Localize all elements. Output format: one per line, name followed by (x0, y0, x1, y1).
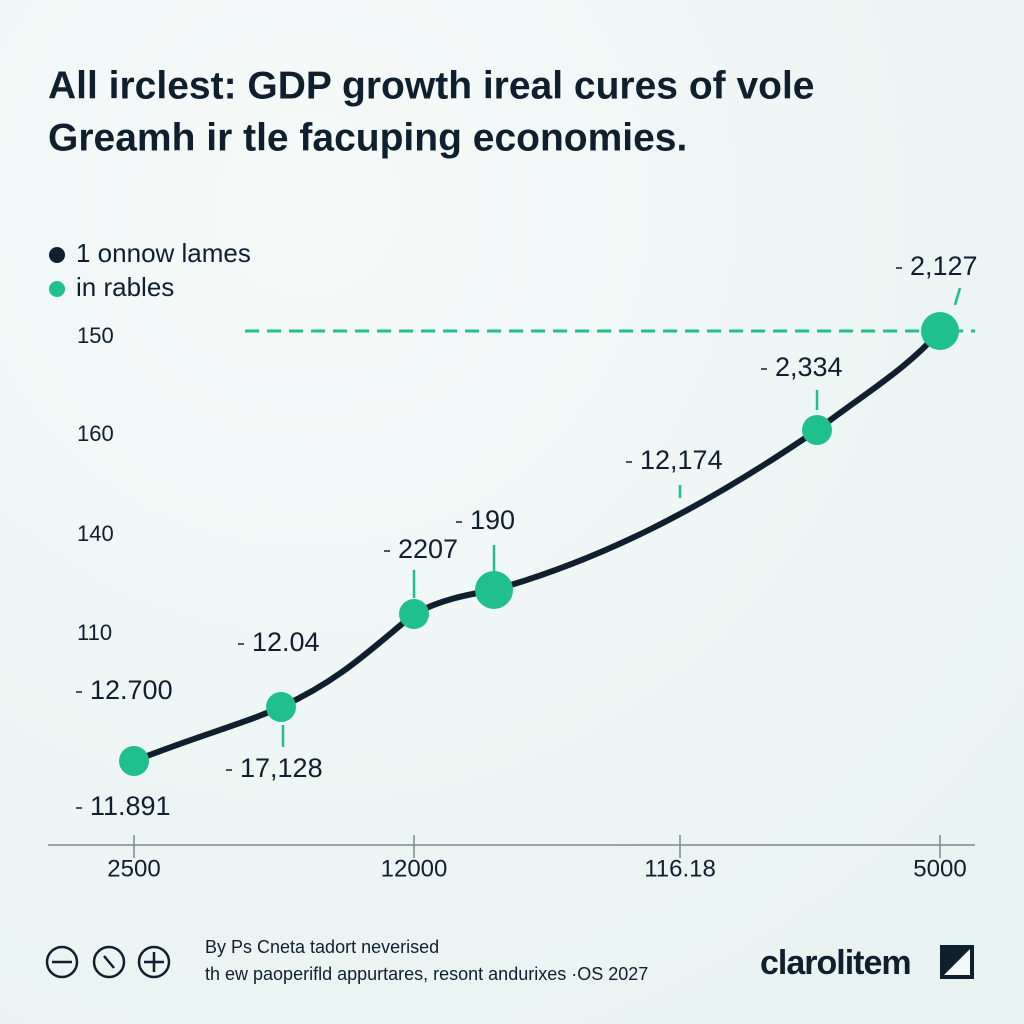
point-label: 12.04 (252, 627, 320, 657)
point-label: 12,174 (640, 445, 723, 475)
brand-mark (940, 945, 974, 979)
y-label: 150 (77, 323, 114, 348)
point-label: 2,127 (910, 251, 978, 281)
x-label: 5000 (913, 855, 966, 882)
title-line: All irclest: GDP growth ireal cures of v… (48, 64, 815, 107)
point-label: 12.700 (90, 675, 173, 705)
x-label: 116.18 (644, 855, 716, 882)
point-label: 190 (470, 505, 515, 535)
y-label: 160 (77, 421, 114, 446)
y-label: 140 (77, 521, 114, 546)
point-label: 2207 (398, 534, 458, 564)
footer-line: By Ps Cneta tadort neverised (205, 937, 439, 957)
x-label: 12000 (381, 855, 448, 882)
point-label: 11.891 (90, 791, 171, 821)
legend-label: 1 onnow lames (76, 238, 251, 268)
y-label: 110 (77, 620, 112, 645)
point-label: 17,128 (240, 753, 323, 783)
brand: clarolitem (760, 944, 911, 982)
point-label: 2,334 (775, 352, 843, 382)
callout-ticks (281, 287, 962, 747)
footer-icons (45, 945, 171, 979)
x-label: 2500 (107, 855, 160, 882)
x-ticks (133, 835, 941, 858)
legend-label: in rables (76, 272, 174, 302)
legend-dot (49, 281, 65, 297)
title-line: Greamh ir tle facuping economies. (48, 116, 687, 159)
legend-dot (49, 247, 65, 263)
footer-line: th ew paoperifld appurtares, resont andu… (205, 964, 648, 984)
points (119, 312, 959, 776)
